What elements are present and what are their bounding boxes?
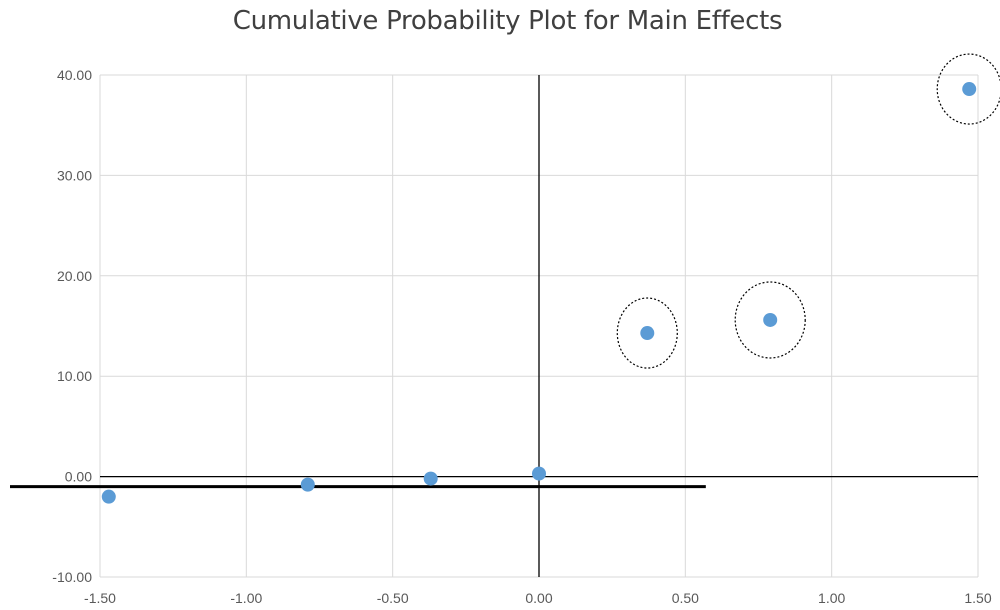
highlight-circle bbox=[936, 53, 1000, 125]
highlight-circle bbox=[734, 281, 806, 359]
data-point bbox=[423, 471, 438, 486]
y-tick-label: 0.00 bbox=[65, 469, 92, 485]
y-tick-label: 30.00 bbox=[57, 167, 92, 183]
data-point bbox=[962, 82, 977, 97]
data-point bbox=[532, 466, 546, 481]
data-point bbox=[763, 312, 778, 327]
x-tick-label: 0.50 bbox=[672, 590, 699, 606]
data-point bbox=[300, 477, 315, 492]
x-tick-label: -0.50 bbox=[377, 590, 409, 606]
highlight-circle bbox=[616, 297, 678, 369]
chart-title: Cumulative Probability Plot for Main Eff… bbox=[232, 6, 783, 36]
x-tick-label: 1.50 bbox=[964, 590, 991, 606]
data-point bbox=[101, 489, 116, 504]
x-tick-label: -1.00 bbox=[230, 590, 262, 606]
x-tick-label: 1.00 bbox=[818, 590, 845, 606]
y-tick-label: 20.00 bbox=[57, 268, 92, 284]
data-point bbox=[640, 326, 655, 341]
x-tick-label: -1.50 bbox=[84, 590, 116, 606]
y-tick-label: -10.00 bbox=[52, 569, 92, 585]
y-tick-label: 10.00 bbox=[57, 368, 92, 384]
x-tick-label: 0.00 bbox=[525, 590, 552, 606]
y-tick-label: 40.00 bbox=[57, 67, 92, 83]
